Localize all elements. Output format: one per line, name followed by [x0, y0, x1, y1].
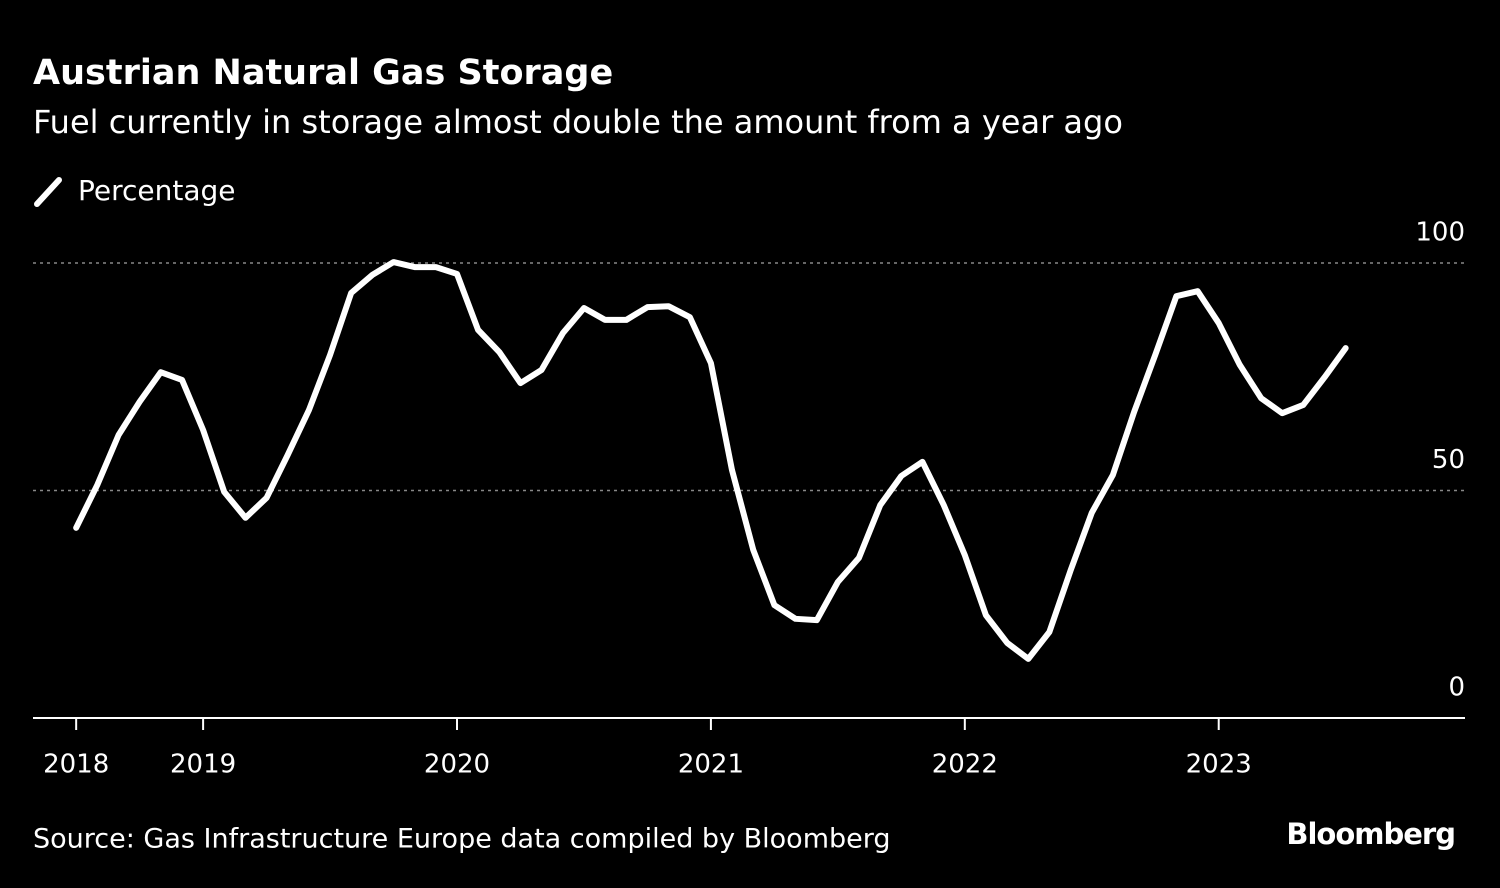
x-tick-label: 2020	[424, 750, 490, 780]
legend-label: Percentage	[78, 174, 236, 207]
chart-subtitle: Fuel currently in storage almost double …	[33, 103, 1123, 141]
y-tick-label: 100	[1415, 218, 1465, 248]
x-tick-label: 2022	[932, 750, 998, 780]
brand-logo: Bloomberg	[1286, 817, 1455, 851]
y-tick-label: 0	[1448, 673, 1465, 703]
data-line	[73, 259, 1349, 662]
x-tick-label: 2019	[170, 750, 236, 780]
x-tick-label: 2021	[678, 750, 744, 780]
x-tick-label: 2023	[1186, 750, 1252, 780]
y-tick-label: 50	[1432, 445, 1465, 475]
source: Source: Gas Infrastructure Europe data c…	[33, 824, 891, 855]
chart-title: Austrian Natural Gas Storage	[33, 53, 613, 93]
legend-icon	[34, 177, 62, 207]
x-tick-label: 2018	[43, 750, 109, 780]
